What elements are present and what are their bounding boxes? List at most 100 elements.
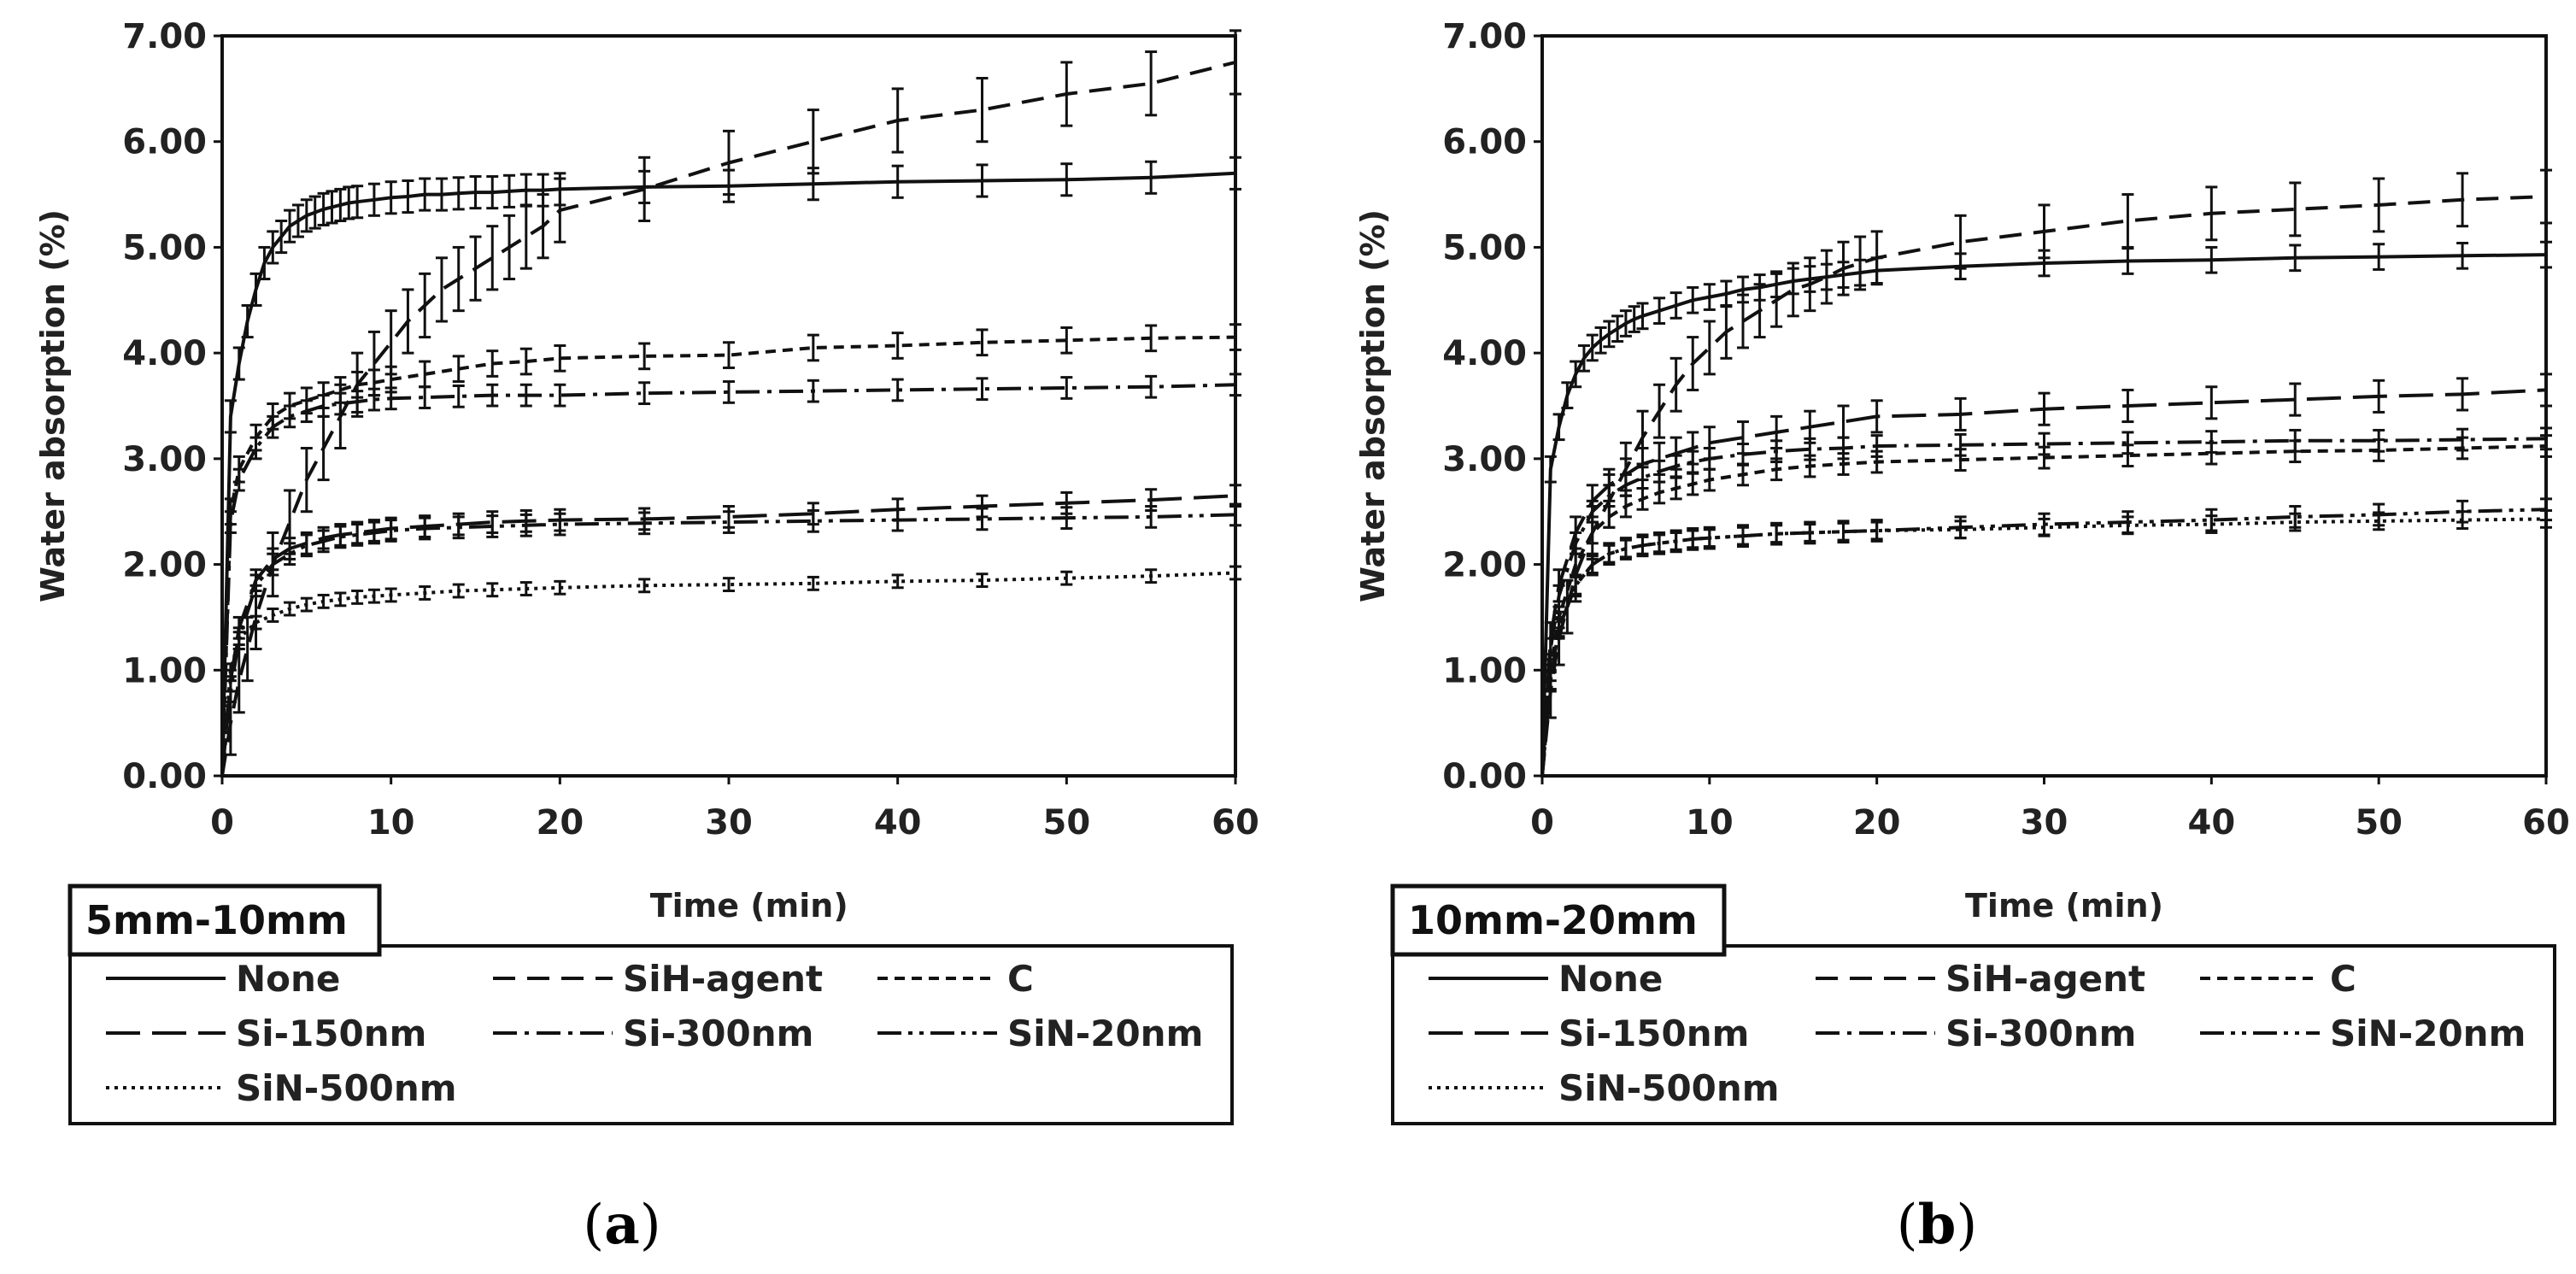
error-bar bbox=[224, 399, 237, 434]
error-bar bbox=[452, 245, 465, 313]
error-bar bbox=[1636, 535, 1649, 555]
error-bar bbox=[486, 383, 499, 408]
legend-label: C bbox=[2330, 958, 2356, 1000]
x-tick-label: 30 bbox=[2021, 803, 2068, 842]
error-bar bbox=[1870, 434, 1883, 458]
error-bar bbox=[1737, 525, 1749, 546]
error-bar bbox=[1229, 373, 1241, 397]
error-bar bbox=[1737, 443, 1749, 467]
size-range-label: 10mm-20mm bbox=[1408, 897, 1698, 943]
x-tick-label: 50 bbox=[2355, 803, 2403, 842]
error-bar bbox=[554, 579, 566, 596]
error-bar bbox=[384, 309, 397, 376]
error-bar bbox=[469, 235, 482, 302]
error-bar bbox=[554, 177, 566, 244]
error-bar bbox=[317, 394, 330, 418]
error-bar bbox=[267, 230, 279, 265]
error-bar bbox=[2289, 244, 2302, 273]
y-tick-label: 3.00 bbox=[1442, 440, 1527, 479]
error-bar bbox=[249, 573, 262, 598]
error-bar bbox=[1586, 555, 1599, 574]
legend-label: SiN-20nm bbox=[1007, 1013, 1203, 1054]
series-si-300nm bbox=[220, 373, 1241, 777]
error-bar bbox=[2289, 181, 2302, 238]
error-bar bbox=[1611, 314, 1624, 343]
error-bar bbox=[452, 355, 465, 384]
error-bar bbox=[1229, 29, 1241, 96]
x-tick-label: 60 bbox=[1212, 803, 1259, 842]
error-bar bbox=[1636, 302, 1649, 331]
error-bar bbox=[486, 349, 499, 378]
error-bar bbox=[503, 173, 516, 208]
error-bar bbox=[1687, 285, 1699, 314]
error-bar bbox=[1229, 323, 1241, 351]
error-bar bbox=[402, 179, 414, 214]
y-tick-label: 0.00 bbox=[1442, 757, 1527, 796]
error-bar bbox=[2456, 241, 2469, 270]
legend-label: Si-150nm bbox=[1558, 1013, 1749, 1054]
error-bar bbox=[2540, 240, 2552, 269]
error-bar bbox=[2205, 245, 2218, 274]
error-bar bbox=[1837, 436, 1850, 461]
error-bar bbox=[638, 511, 651, 536]
error-bar bbox=[1787, 261, 1799, 318]
error-bar bbox=[1669, 291, 1682, 320]
error-bar bbox=[275, 220, 288, 255]
error-bar bbox=[723, 510, 735, 534]
error-bar bbox=[1669, 454, 1682, 478]
error-bar bbox=[2289, 428, 2302, 453]
error-bar bbox=[419, 385, 431, 409]
y-axis-label: Water absorption (%) bbox=[34, 209, 72, 602]
legend-label: Si-300nm bbox=[623, 1013, 813, 1054]
legend-label: None bbox=[1558, 958, 1663, 1000]
x-tick-label: 20 bbox=[536, 803, 584, 842]
error-bar bbox=[1552, 584, 1565, 608]
size-range-box: 10mm-20mm bbox=[1390, 884, 1727, 957]
error-bar bbox=[807, 575, 819, 591]
error-bar bbox=[1837, 521, 1850, 542]
error-bar bbox=[2540, 426, 2552, 451]
error-bar bbox=[1229, 156, 1241, 191]
error-bar bbox=[1552, 413, 1565, 442]
series-none bbox=[1540, 240, 2552, 777]
error-bar bbox=[519, 347, 532, 376]
legend: None SiH-agent C Si-150nm Si-300nm SiN-20nm Si… bbox=[68, 944, 1234, 1125]
error-bar bbox=[1653, 533, 1666, 554]
error-bar bbox=[1229, 502, 1241, 527]
error-bar bbox=[519, 581, 532, 596]
error-bar bbox=[638, 381, 651, 406]
legend-label: Si-150nm bbox=[236, 1013, 426, 1054]
legend-label: Si-300nm bbox=[1945, 1013, 2136, 1054]
x-tick-label: 0 bbox=[1530, 803, 1554, 842]
error-bar bbox=[2540, 373, 2552, 408]
error-bar bbox=[1837, 240, 1850, 296]
error-bar bbox=[1687, 449, 1699, 474]
chart-panel-a: 0.00 1.00 2.00 3.00 4.00 5.00 6.00 7.00 0 10 20 30 4… bbox=[34, 17, 1259, 1257]
error-bar bbox=[1570, 531, 1582, 555]
error-bar bbox=[334, 591, 347, 608]
error-bar bbox=[2373, 243, 2385, 271]
y-tick-label: 3.00 bbox=[122, 440, 207, 479]
error-bar bbox=[2540, 508, 2552, 529]
series-none bbox=[220, 156, 1241, 777]
error-bar bbox=[723, 577, 735, 592]
error-bar bbox=[2456, 377, 2469, 412]
error-bar bbox=[891, 332, 904, 360]
error-bar bbox=[1954, 432, 1967, 457]
error-bar bbox=[452, 583, 465, 599]
error-bar bbox=[2205, 185, 2218, 242]
error-bar bbox=[1737, 293, 1749, 349]
error-bar bbox=[1619, 538, 1632, 559]
series-sin-500nm bbox=[220, 565, 1241, 777]
error-bar bbox=[300, 198, 313, 233]
x-tick-label: 50 bbox=[1042, 803, 1090, 842]
series-line bbox=[220, 513, 1236, 777]
error-bar bbox=[334, 187, 347, 222]
error-bar bbox=[249, 272, 262, 307]
error-bar bbox=[1145, 324, 1158, 353]
error-bar bbox=[1703, 320, 1716, 376]
error-bar bbox=[367, 520, 380, 545]
error-bar bbox=[232, 346, 245, 381]
error-bar bbox=[334, 391, 347, 416]
error-bar bbox=[1636, 466, 1649, 490]
